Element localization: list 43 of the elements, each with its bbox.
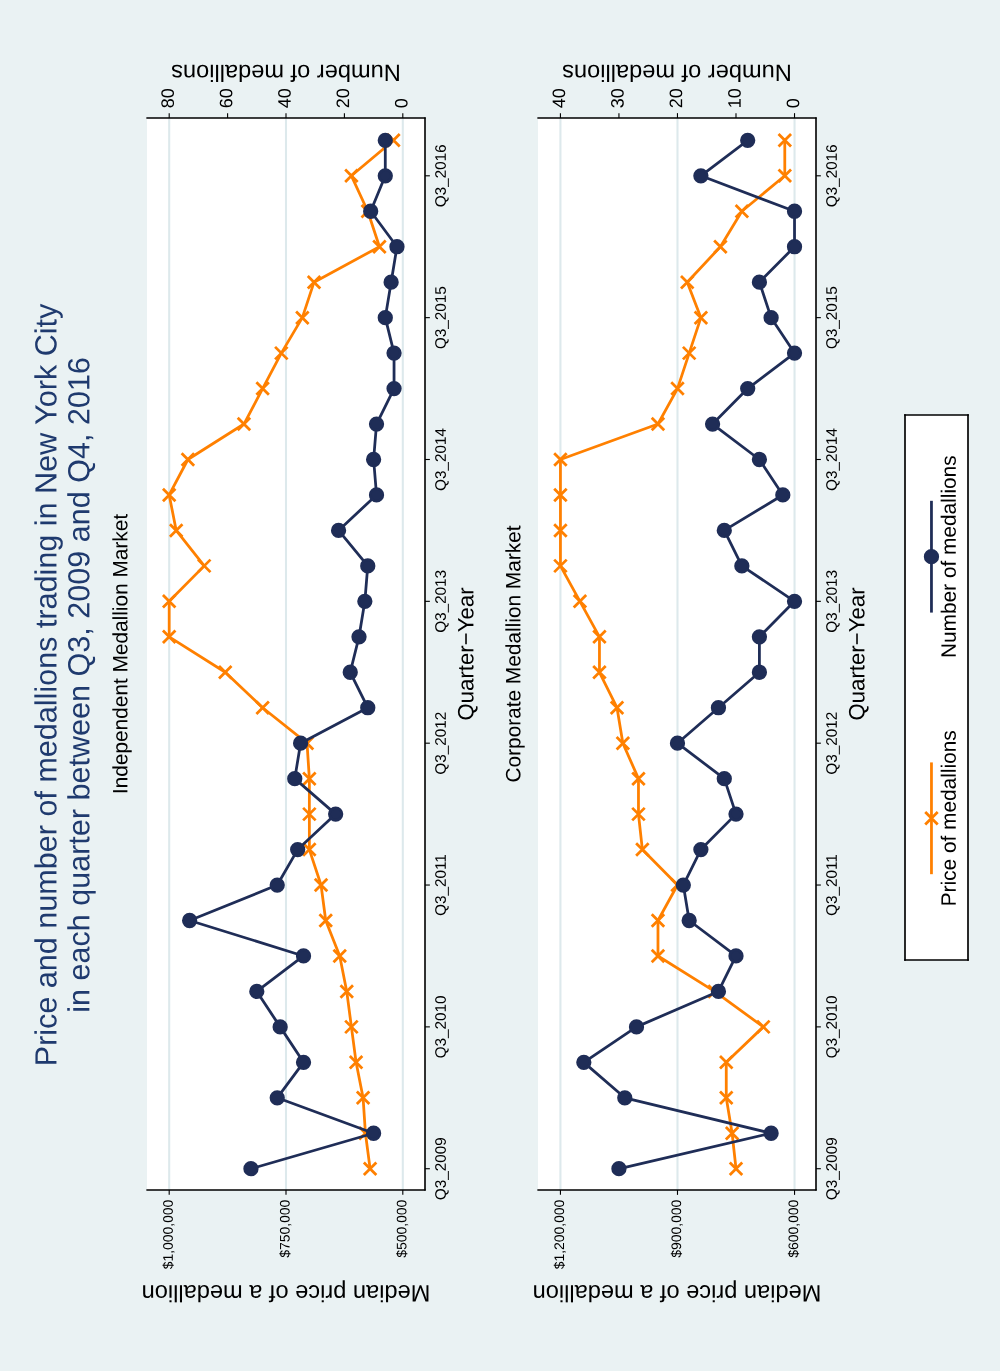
- y-tick-label: Q3_2011: [826, 854, 840, 916]
- x2-tick-label: 40: [278, 88, 291, 108]
- y-tick-label: Q3_2009: [826, 1138, 840, 1200]
- x2-tick-label: 0: [786, 98, 800, 108]
- y-tick-label: Q3_2010: [826, 996, 840, 1058]
- y-tick-label: Q3_2013: [826, 570, 840, 633]
- y-tick-label: Q3_2013: [435, 570, 449, 633]
- y-tick-label: Q3_2010: [435, 996, 449, 1058]
- y-tick-label: Q3_2014: [435, 428, 449, 491]
- text: Corporate Medallion Market: [505, 525, 525, 782]
- y-tick-label: Q3_2015: [435, 286, 449, 349]
- y-tick-label: Q3_2009: [435, 1138, 449, 1200]
- y-tick-label: Q3_2016: [826, 145, 840, 207]
- x-tick-label: $750,000: [279, 1200, 292, 1258]
- legend-label: Price of medallions: [940, 731, 956, 905]
- x2-axis-title: Number of medallions: [563, 64, 790, 82]
- x-tick-label: $900,000: [670, 1200, 683, 1258]
- x2-tick-label: 60: [219, 88, 233, 108]
- y-axis-title: Quarter−Year: [848, 587, 869, 720]
- y-tick-label: Q3_2012: [435, 712, 449, 774]
- y-axis-title: Quarter−Year: [457, 587, 478, 720]
- x2-tick-label: 30: [611, 88, 624, 108]
- x-tick-label: $1,200,000: [553, 1200, 566, 1270]
- x2-tick-label: 20: [669, 88, 683, 108]
- x-tick-label: $600,000: [787, 1200, 800, 1258]
- x2-tick-label: 10: [728, 88, 741, 107]
- y-tick-label: Q3_2016: [435, 145, 449, 207]
- y-tick-label: Q3_2015: [826, 286, 840, 349]
- x-axis-title: Median price of a medallion: [143, 1280, 429, 1303]
- x2-tick-label: 20: [336, 88, 350, 108]
- x2-tick-label: 40: [552, 88, 566, 108]
- legend-label: Number of medallions: [940, 456, 956, 657]
- x-axis-title: Median price of a medallion: [534, 1280, 820, 1303]
- x2-axis-title: Number of medallions: [172, 64, 399, 82]
- text: Independent Medallion Market: [112, 514, 132, 793]
- y-tick-label: Q3_2012: [826, 712, 840, 774]
- y-tick-label: Q3_2011: [435, 854, 449, 916]
- x-tick-label: $1,000,000: [162, 1200, 175, 1270]
- y-tick-label: Q3_2014: [826, 428, 840, 491]
- x2-tick-label: 0: [394, 98, 408, 108]
- x2-tick-label: 80: [161, 88, 175, 108]
- x-tick-label: $500,000: [396, 1200, 409, 1258]
- text: Price and number of medallions trading in New York City in each quarter between Q3, 2009 and Q4, 2016: [34, 303, 96, 1064]
